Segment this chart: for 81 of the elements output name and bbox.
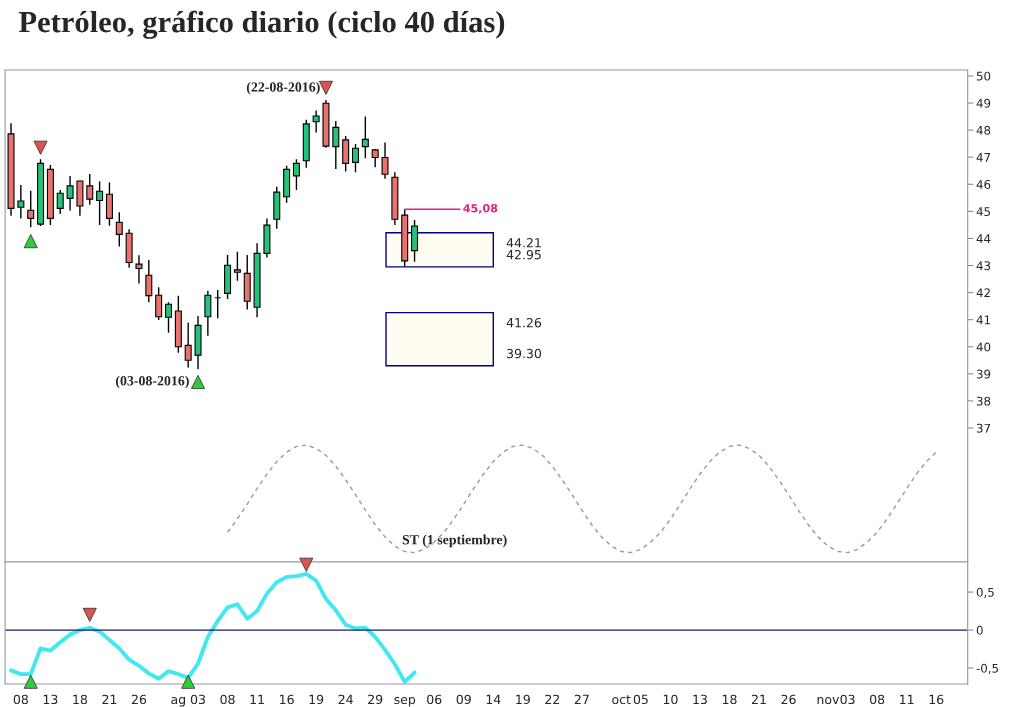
candlestick — [361, 115, 369, 159]
candlestick — [56, 189, 64, 215]
candlestick — [332, 120, 340, 170]
annotation: 44.21 — [506, 238, 541, 248]
x-tick-label: 16 — [929, 694, 944, 705]
x-tick-label: 08 — [870, 694, 885, 705]
annotation: 42.95 — [506, 249, 541, 260]
y-tick-label: 48 — [976, 125, 991, 135]
candlestick — [115, 211, 123, 248]
candlestick — [164, 301, 173, 334]
x-tick-label: 03 — [840, 694, 855, 705]
x-tick-label: 03 — [190, 694, 205, 705]
y-tick-label: 38 — [976, 396, 991, 406]
candlestick — [292, 158, 300, 191]
x-tick-label: 21 — [751, 694, 766, 704]
x-tick-label: 24 — [338, 694, 353, 704]
x-tick-label: nov — [817, 696, 840, 705]
ref-line-label: 45,08 — [463, 204, 498, 214]
annotation: 41.26 — [506, 317, 542, 328]
x-tick-label: 10 — [663, 694, 678, 705]
candlestick — [27, 190, 35, 229]
candlestick — [233, 251, 241, 282]
candlestick — [312, 109, 320, 134]
x-tick-label: 22 — [545, 694, 560, 704]
x-tick-label: 18 — [73, 694, 88, 705]
y-tick-label: 0,5 — [976, 587, 994, 598]
x-tick-label: 19 — [516, 694, 530, 705]
x-tick-label: 16 — [280, 694, 294, 705]
x-tick-label: 11 — [250, 694, 264, 704]
y-tick-label: 42 — [976, 288, 990, 298]
candlestick — [204, 290, 212, 337]
x-tick-label: oct — [612, 695, 631, 705]
y-tick-label: 40 — [976, 342, 991, 352]
candlestick — [381, 141, 389, 180]
y-tick-label: 44 — [976, 234, 991, 243]
x-tick-label: 21 — [102, 694, 117, 704]
y-tick-label: 43 — [976, 261, 991, 271]
x-tick-label: 11 — [900, 694, 914, 704]
y-tick-label: 47 — [976, 153, 991, 162]
x-tick-label: 29 — [368, 694, 383, 705]
y-tick-label: 45 — [976, 207, 990, 217]
candlestick — [66, 175, 74, 212]
x-tick-label: 09 — [456, 694, 471, 705]
candlestick — [86, 173, 94, 206]
x-tick-label: 06 — [427, 694, 442, 705]
x-tick-label: 13 — [43, 694, 58, 705]
x-tick-label: 05 — [633, 694, 648, 705]
y-tick-label: 0 — [976, 625, 983, 635]
x-tick-label: 27 — [574, 694, 589, 704]
candlestick — [96, 180, 104, 226]
candlestick — [155, 286, 163, 321]
x-tick-label: 26 — [131, 694, 147, 705]
x-tick-label: 08 — [13, 694, 28, 705]
y-tick-label: 50 — [976, 71, 991, 81]
annotation: 39.30 — [507, 348, 542, 359]
candlestick — [351, 143, 360, 174]
x-tick-label: 13 — [693, 694, 707, 705]
x-tick-label: sep — [394, 696, 416, 707]
y-tick-label: 49 — [976, 98, 991, 108]
y-tick-label: -0,5 — [976, 663, 999, 674]
y-tick-label: 46 — [976, 180, 991, 189]
x-tick-label: ag — [171, 696, 185, 707]
line-series — [226, 444, 937, 554]
y-tick-label: 39 — [976, 369, 991, 379]
y-tick-label: 41 — [976, 315, 990, 325]
annotation: ST (1 septiembre) — [402, 534, 507, 548]
annotation: (03-08-2016) — [115, 375, 189, 389]
x-tick-label: 14 — [486, 694, 501, 704]
candlestick — [342, 135, 350, 173]
candlestick — [17, 184, 25, 220]
x-tick-label: 08 — [220, 694, 235, 705]
x-tick-label: 19 — [309, 694, 324, 705]
y-tick-label: 37 — [976, 423, 991, 433]
candlestick — [145, 259, 153, 304]
candlestick — [184, 321, 192, 369]
candlestick — [371, 148, 379, 168]
chart-title: Petróleo, gráfico diario (ciclo 40 días) — [18, 10, 505, 39]
x-tick-label: 26 — [781, 694, 796, 705]
x-tick-label: 18 — [722, 694, 737, 705]
candlestick — [135, 254, 143, 285]
annotation: (22-08-2016) — [246, 81, 320, 95]
